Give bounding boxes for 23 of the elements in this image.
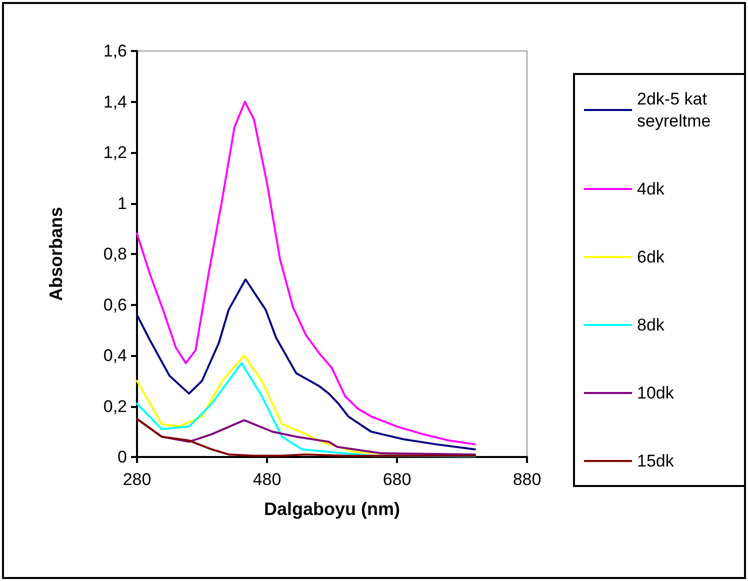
- legend-label: 10dk: [637, 384, 674, 402]
- x-tick-label: 480: [252, 470, 282, 489]
- legend-label: 2dk-5 kat seyreltme: [637, 90, 712, 130]
- y-tick-label: 0,6: [103, 295, 127, 314]
- legend-label: 15dk: [637, 452, 674, 470]
- y-tick-label: 1,6: [103, 42, 127, 60]
- y-tick-label: 1,2: [103, 143, 127, 162]
- legend-label: 4dk: [637, 180, 665, 198]
- x-tick-label: 280: [122, 470, 152, 489]
- y-tick-label: 0,2: [103, 396, 127, 416]
- legend-label: 8dk: [637, 316, 665, 334]
- y-tick-label: 0,4: [103, 346, 127, 365]
- y-tick-label: 1: [118, 194, 127, 213]
- x-axis-title: Dalgaboyu (nm): [264, 499, 400, 519]
- y-tick-label: 0,8: [103, 244, 127, 264]
- line-series: [136, 100, 476, 446]
- line-series: [136, 278, 476, 450]
- y-axis-title: Absorbans: [46, 206, 66, 302]
- x-tick-label: 880: [512, 470, 542, 489]
- x-tick-label: 680: [382, 470, 412, 489]
- legend-label: 6dk: [637, 248, 665, 266]
- y-tick-label: 0: [118, 448, 127, 466]
- y-tick-label: 1,4: [103, 92, 127, 112]
